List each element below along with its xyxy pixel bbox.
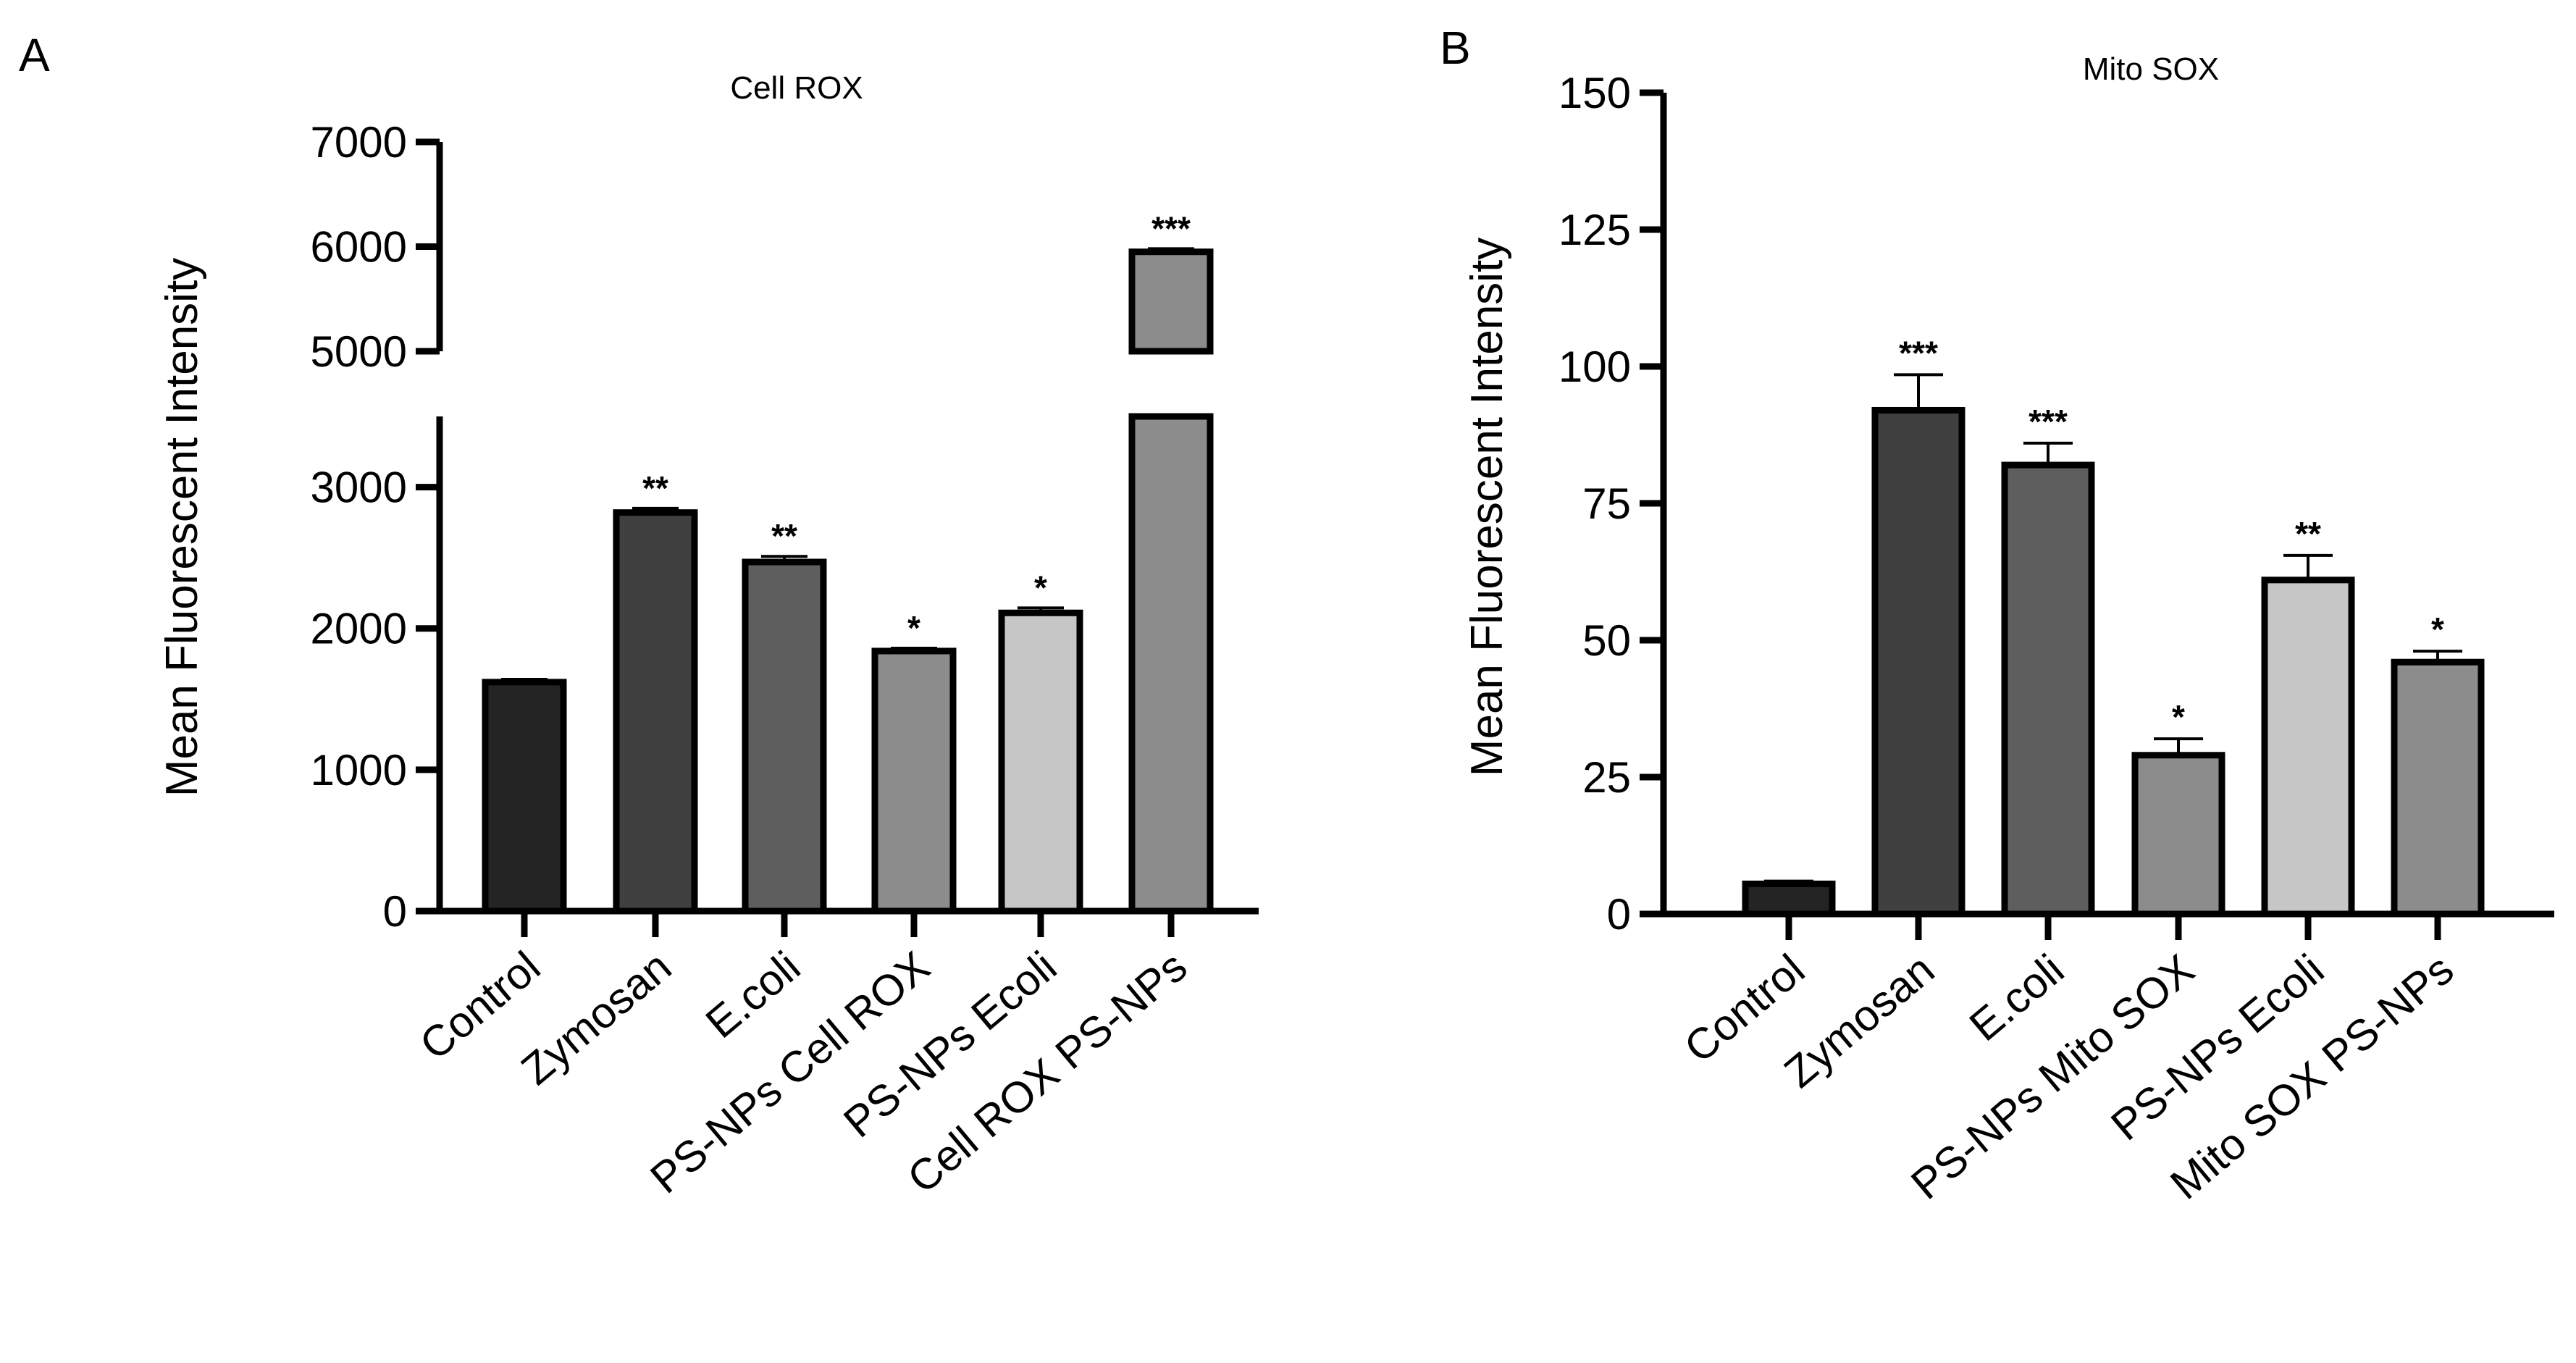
y-tick-label-a: 5000 (311, 327, 407, 376)
y-tick-label-b: 125 (1558, 206, 1631, 254)
category-label-a: E.coli (697, 942, 809, 1048)
y-tick-label-b: 25 (1582, 753, 1631, 802)
category-label-a: Zymosan (512, 942, 680, 1094)
bar-b (2391, 658, 2485, 918)
significance-label-a: * (1034, 569, 1047, 606)
panel-b-marks: 0255075100125150Control***Zymosan***E.co… (1558, 69, 2554, 1209)
y-tick-label-a: 1000 (311, 746, 407, 794)
significance-label-b: ** (2295, 515, 2321, 553)
bar-b (2001, 461, 2095, 918)
y-tick-label-a: 3000 (311, 464, 407, 512)
significance-label-a: *** (1151, 209, 1191, 247)
significance-label-b: *** (1899, 334, 1938, 372)
bar-b (1742, 880, 1836, 918)
y-tick-label-a: 0 (383, 887, 407, 936)
panel-a-marks: 0100020003000500060007000Control**Zymosa… (311, 118, 1259, 1203)
bar-a (871, 647, 957, 915)
chart-title-a: Cell ROX (730, 70, 863, 106)
bar-a (482, 679, 567, 915)
y-tick-label-b: 100 (1558, 343, 1631, 391)
significance-label-b: * (2172, 698, 2185, 736)
bar-a (998, 609, 1083, 915)
category-label-b: E.coli (1960, 945, 2073, 1051)
bar-a (613, 509, 698, 915)
significance-label-b: * (2431, 611, 2444, 648)
y-axis-label-b: Mean Fluorescent Intensity (1462, 238, 1512, 776)
significance-label-a: * (907, 609, 920, 647)
chart-title-b: Mito SOX (2083, 51, 2219, 87)
significance-label-b: *** (2029, 403, 2068, 440)
significance-label-a: ** (642, 469, 668, 507)
y-tick-label-b: 0 (1607, 890, 1631, 939)
y-tick-label-b: 75 (1582, 479, 1631, 528)
y-tick-label-b: 150 (1558, 69, 1631, 117)
significance-label-a: ** (771, 517, 797, 555)
y-axis-label-a: Mean Fluorescent Intensity (157, 258, 207, 797)
y-tick-label-a: 7000 (311, 118, 407, 167)
panel-letter-b: B (1440, 22, 1471, 74)
bar-a (1128, 413, 1214, 915)
bar-b (2131, 752, 2225, 918)
y-tick-label-a: 2000 (311, 605, 407, 653)
bar-b (1871, 406, 1965, 918)
bar-upper-segment-a (1128, 248, 1214, 355)
y-tick-label-b: 50 (1582, 616, 1631, 665)
panel-letter-a: A (19, 29, 50, 81)
bar-b (2261, 576, 2355, 918)
y-tick-label-a: 6000 (311, 223, 407, 272)
bar-a (742, 558, 827, 915)
